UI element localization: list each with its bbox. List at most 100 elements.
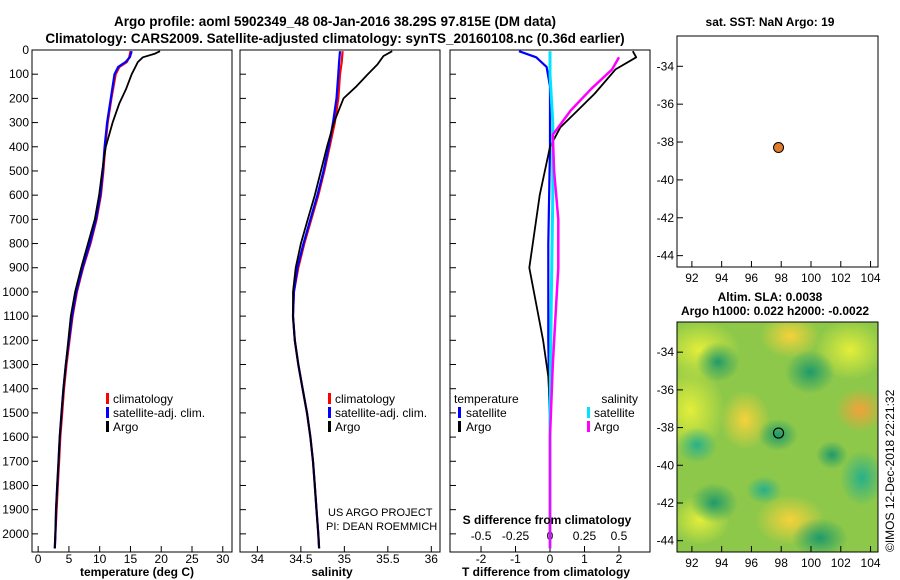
difference-legend: temperature satellite Argo salinity sate… [454,392,638,434]
x-tick-label: 20 [155,552,169,566]
y-tick-label: 1200 [2,333,29,347]
x-tick-label: 15 [124,552,138,566]
x-tick-label: 10 [93,552,107,566]
x-tick-label: -1 [510,552,521,566]
legend-label-climatology: climatology [335,392,395,406]
y-tick-label: 1700 [2,454,29,468]
y-tick-label: 0 [22,43,29,57]
y-tick-label: 800 [9,237,29,251]
legend-label-t-satellite: satellite [466,406,507,420]
argo-location-marker [772,427,785,439]
x-tick-label: 92 [685,556,699,570]
legend-swatch-s-argo [587,421,590,432]
y-tick-label: 1300 [2,358,29,372]
legend-swatch-climatology [328,393,331,404]
salinity-xlabel: salinity [311,565,353,579]
s-difference-label: S difference from climatology [463,513,632,527]
salinity-lines [291,50,393,549]
location-title: sat. SST: NaN Argo: 19 [706,15,835,29]
y-tick-label: 700 [9,212,29,226]
x-tick-label: 35 [338,552,352,566]
x-tick-label: 96 [745,556,759,570]
location-ticks: 92 94 96 98 100 102 104 -34 -36 -38 -40 -42 -44 [657,59,881,285]
y-tick-label: 500 [9,164,29,178]
y-tick-label: 1500 [2,406,29,420]
x-tick-label: 2 [616,552,623,566]
s-tick-label: 0.5 [611,529,628,543]
y-tick-label: -38 [657,135,675,149]
altimetry-axes [676,321,879,553]
x-tick-label: 94 [715,271,729,285]
heatmap-blob [792,518,848,552]
title-line-2: Climatology: CARS2009. Satellite-adjuste… [45,31,624,46]
x-tick-label: 104 [861,271,881,285]
temperature-xlabel: temperature (deg C) [80,565,194,579]
series-line-t-argo [528,50,638,549]
y-tick-label: 1100 [3,309,29,323]
y-tick-label: 900 [9,261,29,275]
y-tick-label: -44 [657,249,675,263]
legend-swatch-t-argo [458,421,461,432]
legend-swatch-argo [328,421,331,432]
salinity-panel: 34 34.5 35 35.5 36 climatology satellite-adj… [239,49,441,579]
x-tick-label: 100 [801,271,821,285]
x-tick-label: 100 [801,556,821,570]
legend-label-s-argo: Argo [594,420,620,434]
heatmap-blob [816,441,848,469]
heatmap-blob [840,450,878,506]
heatmap-blob [690,483,738,523]
location-panel: sat. SST: NaN Argo: 19 92 94 96 98 100 102 104… [657,15,881,285]
y-tick-label: -38 [657,421,675,435]
salinity-axes [239,49,441,553]
y-tick-label: -34 [657,59,675,73]
legend-label-argo: Argo [113,420,139,434]
y-tick-label: 100 [9,67,29,81]
heatmap-blob [835,388,878,432]
x-tick-label: -2 [476,552,487,566]
y-tick-label: 600 [9,188,29,202]
y-tick-label: 1600 [2,430,29,444]
legend-swatch-climatology [106,393,109,404]
y-tick-label: 1900 [2,503,29,517]
x-tick-label: 36 [425,552,439,566]
x-tick-label: 102 [831,556,851,570]
x-tick-label: 0 [35,552,42,566]
heatmap-blob [677,427,717,463]
legend-title-temperature: temperature [454,392,519,406]
legend-swatch-t-satellite [458,407,461,418]
x-tick-label: 34 [251,552,265,566]
x-tick-label: 25 [185,552,199,566]
y-tick-label: 200 [9,91,29,105]
salinity-legend: climatology satellite-adj. clim. Argo [328,392,427,434]
x-tick-label: 104 [861,556,881,570]
x-tick-label: 1 [581,552,588,566]
x-tick-label: 0 [547,552,554,566]
series-line-s-argo [548,56,621,549]
x-tick-label: 92 [685,271,699,285]
series-line-argo [53,50,161,549]
y-tick-label: 1000 [2,285,29,299]
temperature-lines [53,50,161,549]
altimetry-title-2: Argo h1000: 0.022 h2000: -0.0022 [681,304,869,318]
legend-label-climatology: climatology [113,392,173,406]
y-tick-label: 400 [9,140,29,154]
temperature-panel: 0 5 10 15 20 25 300100200300400500600700800900… [2,43,233,579]
t-difference-xlabel: T difference from climatology [462,565,630,579]
legend-title-salinity: salinity [601,392,638,406]
x-tick-label: 96 [745,271,759,285]
difference-panel: -2 -1 0 1 2-0.5 -0.25 0 0.25 0.5 temperature sat… [449,49,651,579]
heatmap-blob [720,390,770,450]
legend-swatch-satellite-adj [106,407,109,418]
s-tick-label: -0.5 [471,529,492,543]
credit-stamp: ©IMOS 12-Dec-2018 22:21:32 [883,389,897,552]
altimetry-title-1: Altim. SLA: 0.0038 [718,290,823,304]
legend-swatch-argo [106,421,109,432]
y-tick-label: 1400 [2,382,29,396]
y-tick-label: -36 [657,383,675,397]
x-tick-label: 98 [775,556,789,570]
x-tick-label: 35.5 [376,552,400,566]
heatmap-blob [785,350,835,394]
legend-label-t-argo: Argo [466,420,492,434]
legend-label-satellite-adj: satellite-adj. clim. [113,406,205,420]
